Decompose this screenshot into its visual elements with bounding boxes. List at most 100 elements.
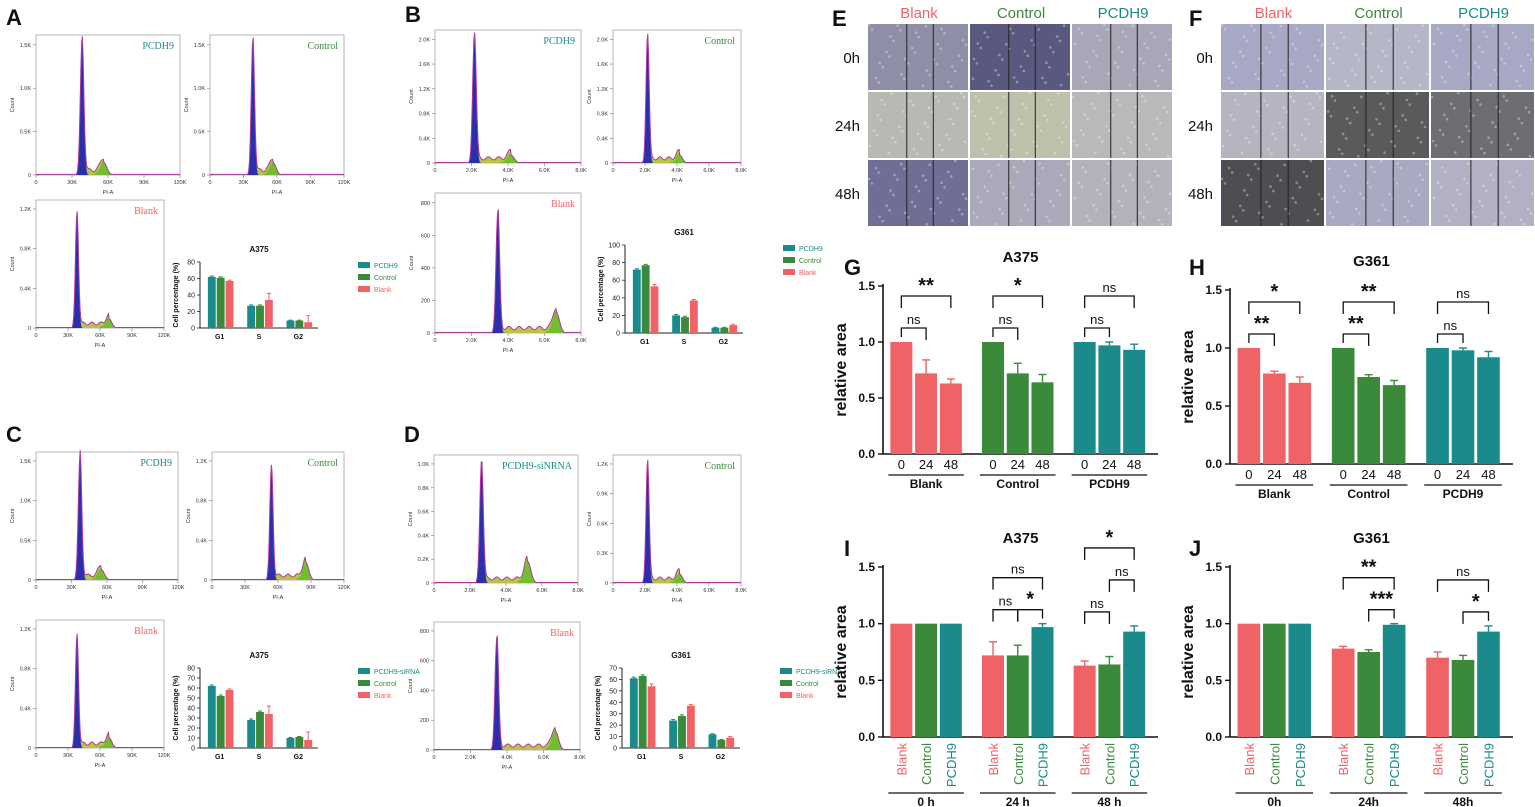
y-axis-title: Count	[10, 508, 16, 523]
x-tick-label: 2.0K	[639, 168, 651, 174]
y-tick-label: 70	[187, 676, 195, 683]
cell-texture	[1476, 98, 1479, 102]
cell-texture	[951, 122, 955, 126]
cell-texture	[1003, 95, 1006, 99]
category-label: G1	[215, 754, 224, 761]
cell-texture	[892, 193, 895, 197]
cell-texture	[1164, 207, 1168, 211]
bar-pcdh9-24	[1451, 350, 1475, 464]
cell-texture	[981, 148, 985, 151]
cell-texture	[997, 163, 1000, 167]
wound-panel-e: Blank Control PCDH9 0h 24h 48h	[835, 5, 1172, 226]
cell-texture	[939, 47, 942, 50]
significance-bracket: *	[1017, 589, 1044, 622]
y-tick-label: 0.3K	[597, 551, 609, 557]
cell-texture	[901, 130, 904, 133]
y-tick-label: 200	[420, 718, 429, 724]
cell-texture	[1167, 212, 1171, 215]
bracket-line	[1436, 579, 1490, 592]
cell-texture	[1420, 121, 1424, 124]
cell-texture	[924, 24, 928, 28]
cell-texture	[1284, 207, 1287, 211]
cell-texture	[879, 118, 883, 122]
cell-texture	[1039, 129, 1042, 133]
cell-texture	[1439, 32, 1443, 35]
cell-texture	[1025, 151, 1029, 154]
cell-texture	[1220, 23, 1224, 27]
cell-texture	[1377, 65, 1380, 68]
cell-texture	[1071, 95, 1075, 99]
cell-texture	[1483, 151, 1486, 155]
scratch-image	[1326, 92, 1429, 158]
significance-bracket: *	[1084, 527, 1135, 560]
cell-texture	[1500, 211, 1503, 215]
cell-texture	[1098, 135, 1101, 139]
significance-label: **	[1361, 557, 1377, 579]
y-tick-label: 0	[204, 578, 207, 584]
cell-texture	[1048, 219, 1051, 223]
cell-texture	[1425, 72, 1429, 76]
y-tick-label: 1.6K	[597, 62, 609, 68]
y-tick-label: 0	[28, 326, 31, 332]
cell-texture	[1530, 192, 1534, 195]
cell-texture	[1266, 103, 1269, 107]
y-axis-title: relative area	[1180, 330, 1197, 424]
histogram-frame	[434, 29, 582, 164]
x-tick-label: 30K	[63, 333, 73, 339]
y-tick-label: 0	[191, 326, 195, 333]
cell-texture	[977, 99, 981, 102]
y-tick-label: 0	[28, 173, 31, 179]
significance-label: **	[918, 275, 934, 297]
cell-texture	[1327, 77, 1331, 81]
cell-texture	[1480, 147, 1483, 150]
cell-texture	[902, 167, 906, 170]
cell-texture	[876, 114, 880, 117]
bracket-line	[1462, 611, 1490, 624]
cell-texture	[1313, 208, 1317, 211]
cell-texture	[881, 65, 885, 69]
y-tick-label: 0.5	[1205, 399, 1222, 413]
cell-texture	[1529, 58, 1533, 61]
cell-texture	[1001, 212, 1004, 215]
cell-texture	[1246, 173, 1250, 177]
cell-texture	[1269, 185, 1272, 188]
x-axis-title: PI-A	[503, 178, 514, 184]
bar-0h-control	[915, 623, 938, 737]
y-tick-label: 0.5K	[20, 538, 32, 544]
bar-s-series-1	[256, 712, 264, 748]
cell-texture	[921, 84, 925, 88]
x-tick-label: 6.0K	[703, 588, 715, 594]
cell-texture	[1500, 57, 1503, 61]
y-tick-label: 0	[427, 161, 430, 167]
group-header: Blank	[900, 5, 938, 22]
bracket-line	[1248, 333, 1275, 346]
cell-texture	[1421, 178, 1425, 181]
scratch-image	[970, 92, 1070, 158]
cell-texture	[1099, 192, 1102, 196]
cell-percentage-chart: 0 20 40 60 80 A375 Cell percentage (%) G1 S G2 PCD…	[173, 245, 398, 341]
panel-letter-h: H	[1189, 255, 1205, 280]
cell-texture	[1346, 174, 1350, 178]
cell-texture	[1477, 65, 1480, 69]
bar-g1-series-2	[650, 286, 659, 333]
y-axis-title: Count	[408, 511, 414, 526]
cell-texture	[914, 31, 918, 34]
significance-label: ns	[1090, 596, 1104, 611]
cell-texture	[1265, 200, 1268, 204]
cell-texture	[885, 204, 888, 208]
group-label: Blank	[1258, 487, 1291, 501]
cell-texture	[939, 201, 942, 204]
cell-texture	[1432, 42, 1436, 46]
cell-texture	[976, 42, 980, 45]
cell-texture	[1511, 185, 1515, 188]
cell-texture	[881, 219, 885, 223]
cell-texture	[963, 140, 967, 143]
cell-texture	[1485, 35, 1488, 38]
significance-label: **	[1254, 313, 1270, 335]
group-header: Blank	[1255, 5, 1293, 22]
legend-label: Control	[374, 681, 397, 688]
cell-texture	[1383, 151, 1386, 154]
flow-histogram-control: 0 0.4K 0.8K 1.2K 1.6K 2.0K 0 2.0K 4.0K 6.0K 8.0K Co…	[587, 29, 747, 184]
cell-texture	[1507, 46, 1511, 50]
cell-texture	[1458, 39, 1462, 42]
